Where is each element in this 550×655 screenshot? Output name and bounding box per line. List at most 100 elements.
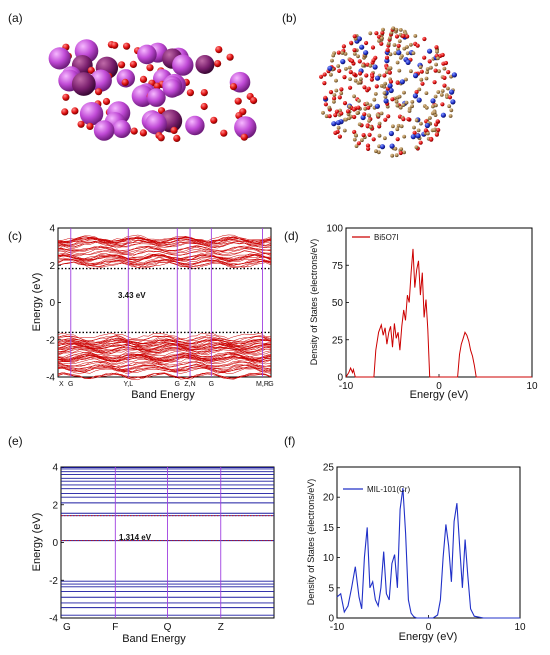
band-line	[57, 358, 272, 365]
oxygen-atom	[379, 41, 384, 46]
carbon-atom	[434, 62, 438, 67]
y-tick-label-d: 50	[332, 298, 344, 309]
carbon-atom	[418, 65, 423, 69]
carbon-atom	[419, 77, 424, 82]
oxygen-atom	[87, 66, 95, 74]
carbon-atom	[388, 52, 393, 57]
chromium-atom	[413, 73, 419, 79]
oxygen-atom	[350, 58, 355, 64]
carbon-atom	[355, 111, 360, 115]
band-line	[57, 241, 272, 249]
panel-label-c: (c)	[8, 229, 22, 243]
oxygen-atom	[432, 80, 437, 85]
carbon-atom	[432, 128, 437, 133]
carbon-atom	[357, 122, 362, 127]
carbon-atom	[439, 93, 444, 97]
oxygen-atom	[387, 70, 392, 75]
band-line	[57, 346, 272, 353]
carbon-atom	[395, 127, 400, 132]
chromium-atom	[340, 59, 346, 65]
carbon-atom	[339, 91, 344, 96]
bismuth-atom	[71, 72, 96, 96]
oxygen-atom	[405, 34, 410, 39]
band-line	[57, 342, 272, 350]
band-line	[57, 249, 272, 257]
bismuth-atom	[112, 120, 131, 138]
chromium-atom	[424, 122, 430, 129]
band-line	[57, 354, 272, 362]
bismuth-atom	[79, 102, 104, 126]
plot-frame-f	[336, 466, 521, 619]
y-tick-label-d: 75	[332, 261, 344, 272]
carbon-atom	[397, 68, 402, 73]
carbon-atom	[321, 110, 325, 115]
carbon-atom	[389, 31, 394, 35]
oxygen-atom	[333, 130, 338, 135]
chromium-atom	[327, 65, 333, 71]
carbon-atom	[410, 100, 415, 104]
carbon-atom	[367, 119, 371, 123]
carbon-atom	[398, 28, 403, 32]
carbon-atom	[361, 63, 365, 68]
carbon-atom	[412, 125, 416, 130]
oxygen-atom	[345, 109, 351, 114]
y-tick-label-f: 10	[323, 553, 335, 564]
oxygen-atom	[328, 90, 334, 95]
carbon-atom	[365, 101, 369, 106]
carbon-atom	[356, 54, 360, 59]
carbon-atom	[413, 34, 418, 38]
band-line	[57, 361, 272, 368]
carbon-atom	[445, 95, 449, 99]
oxygen-atom	[337, 134, 342, 139]
x-tick-label-f: 0	[426, 622, 432, 633]
bismuth-atom	[195, 55, 215, 74]
carbon-atom	[347, 104, 352, 109]
oxygen-atom	[435, 119, 440, 124]
y-tick-label-d: 25	[332, 335, 344, 346]
carbon-atom	[372, 97, 377, 102]
oxygen-atom	[111, 41, 119, 49]
carbon-atom	[379, 84, 384, 88]
carbon-atom	[419, 121, 423, 126]
oxygen-atom	[139, 75, 148, 83]
oxygen-atom	[415, 43, 420, 48]
kpoint-label: X	[59, 381, 64, 388]
oxygen-atom	[210, 116, 218, 124]
oxygen-atom	[383, 117, 388, 122]
chromium-atom	[388, 130, 394, 137]
carbon-atom	[394, 27, 399, 32]
carbon-atom	[340, 51, 345, 55]
carbon-atom	[379, 111, 384, 116]
chromium-atom	[383, 98, 389, 104]
oxygen-atom	[365, 124, 370, 129]
carbon-atom	[359, 77, 363, 81]
oxygen-atom	[370, 74, 375, 79]
band-lines-c	[57, 234, 272, 381]
oxygen-atom	[374, 84, 379, 89]
oxygen-atom	[406, 117, 411, 122]
oxygen-atom	[62, 93, 70, 101]
oxygen-atom	[436, 127, 441, 133]
band-line	[57, 259, 272, 266]
carbon-atom	[424, 105, 429, 110]
carbon-atom	[414, 118, 419, 123]
dos-series-d	[345, 248, 532, 378]
ylabel-d: Density of States (electrons/eV)	[309, 239, 319, 366]
oxygen-atom	[398, 150, 403, 156]
carbon-atom	[329, 72, 333, 77]
bi5o7i-crystal-structure-image	[48, 39, 258, 142]
carbon-atom	[395, 103, 400, 108]
oxygen-atom	[434, 132, 439, 137]
oxygen-atom	[366, 86, 371, 91]
carbon-atom	[431, 104, 435, 109]
carbon-atom	[426, 131, 430, 136]
chromium-atom	[412, 93, 418, 99]
carbon-atom	[397, 39, 402, 43]
carbon-atom	[398, 105, 403, 110]
oxygen-atom	[390, 97, 395, 102]
carbon-atom	[417, 87, 422, 92]
oxygen-atom	[412, 130, 417, 135]
